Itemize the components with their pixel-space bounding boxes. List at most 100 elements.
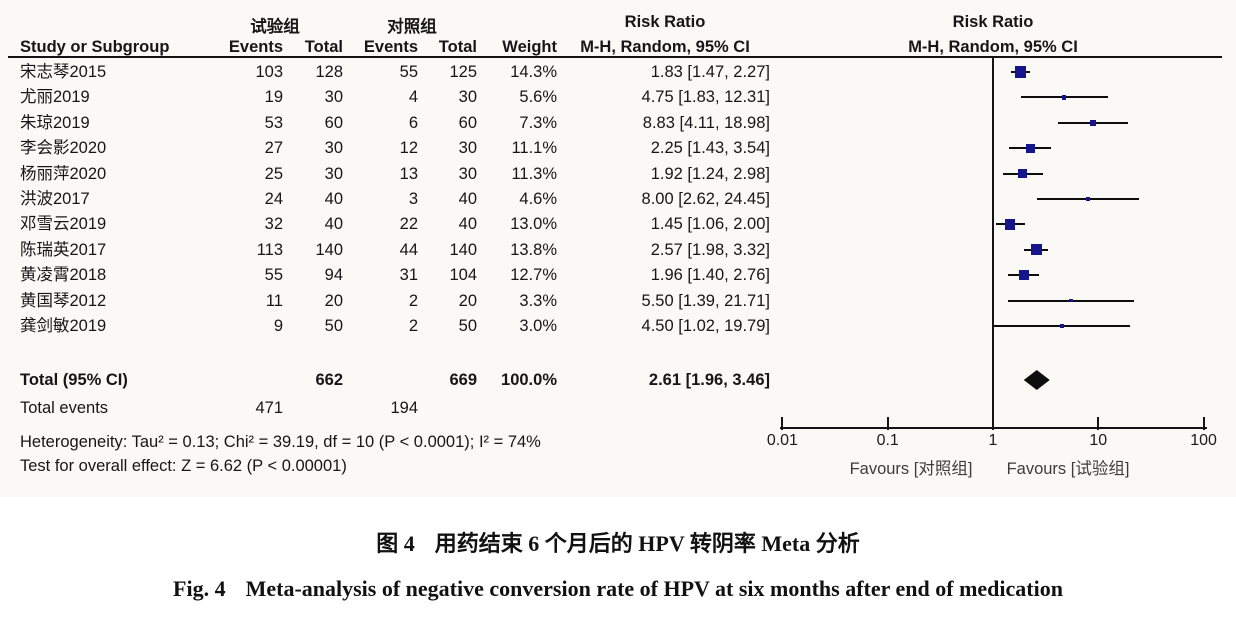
events-exp-value: 32 <box>264 215 283 234</box>
total-ctl-value: 140 <box>449 240 477 259</box>
favours-control-label: Favours [对照组] <box>849 460 973 478</box>
study-name: 邓雪云2019 <box>20 215 107 234</box>
total-exp-value: 128 <box>315 63 343 81</box>
effect-marker <box>1030 244 1042 256</box>
total-label: Total (95% CI) <box>20 371 128 389</box>
total-exp-value: 50 <box>324 317 343 335</box>
total-ctl-value: 40 <box>458 190 477 208</box>
study-name: 宋志琴2015 <box>20 63 107 81</box>
total-ci-value: 2.61 [1.96, 3.46] <box>648 371 770 389</box>
axis-tick <box>1202 417 1205 430</box>
total-exp-value: 20 <box>324 291 343 310</box>
study-row: 黄凌霄2018 55 94 31 104 12.7% 1.96 [1.40, 2.76] <box>0 263 790 287</box>
axis-tick-label: 1 <box>988 432 998 449</box>
heterogeneity-note: Heterogeneity: Tau² = 0.13; Chi² = 39.19… <box>20 433 541 451</box>
axis-ticks-container: 0.01 0.1 1 10 100 <box>766 417 1217 449</box>
effect-marker <box>1060 324 1064 328</box>
effect-marker <box>1018 169 1028 179</box>
figure-caption-chinese: 图 4 用药结束 6 个月后的 HPV 转阴率 Meta 分析 <box>0 526 1236 558</box>
forest-plot-figure: 试验组 对照组 Risk Ratio Risk Ratio Study or S… <box>0 13 1222 478</box>
risk-ratio-header-left: Risk Ratio <box>624 13 706 31</box>
total-ctl-value: 60 <box>458 113 477 132</box>
events-exp-value: 25 <box>264 164 283 183</box>
total-row: Total (95% CI) 662 669 100.0% 2.61 [1.96… <box>0 368 790 392</box>
axis-tick-label: 0.1 <box>876 432 899 449</box>
study-row: 陈瑞英2017 113 140 44 140 13.8% 2.57 [1.98, 3.32] <box>0 238 790 262</box>
total-exp-value: 140 <box>315 240 343 259</box>
events-ctl-value: 22 <box>399 215 418 234</box>
axis-tick-label: 0.01 <box>766 432 798 449</box>
total-weight-value: 100.0% <box>501 371 557 389</box>
ci-text-value: 1.83 [1.47, 2.27] <box>650 63 770 81</box>
column-header-events-ctl: Events <box>363 38 418 56</box>
total-exp-value: 40 <box>324 215 343 234</box>
total-ctl-value: 125 <box>449 63 477 81</box>
column-header-mh-ci-right: M-H, Random, 95% CI <box>908 38 1078 56</box>
effect-marker <box>1069 298 1073 303</box>
ci-text-value: 2.25 [1.43, 3.54] <box>650 139 770 158</box>
weight-value: 3.3% <box>519 291 557 310</box>
events-ctl-value: 13 <box>399 164 418 183</box>
total-exp-value: 40 <box>324 190 343 208</box>
study-name: 李会影2020 <box>20 139 107 158</box>
total-exp-value: 662 <box>315 371 343 389</box>
ci-text-value: 2.57 [1.98, 3.32] <box>650 240 770 259</box>
risk-ratio-header-right: Risk Ratio <box>952 13 1034 31</box>
axis-tick <box>781 417 784 430</box>
axis-tick <box>992 417 994 430</box>
total-exp-value: 30 <box>324 164 343 183</box>
events-ctl-value: 3 <box>408 190 418 208</box>
ci-text-value: 1.96 [1.40, 2.76] <box>650 266 770 285</box>
study-name: 杨丽萍2020 <box>20 164 107 183</box>
total-events-label: Total events <box>20 399 109 417</box>
figure-title-en: Meta-analysis of negative conversion rat… <box>245 576 1063 601</box>
total-exp-value: 30 <box>324 139 343 158</box>
weight-value: 4.6% <box>519 190 557 208</box>
effect-marker <box>1018 270 1029 281</box>
overall-effect-diamond <box>1023 370 1050 390</box>
weight-value: 11.3% <box>511 164 557 183</box>
axis-tick <box>886 417 889 430</box>
events-ctl-value: 44 <box>399 240 418 259</box>
study-row: 龚剑敏2019 9 50 2 50 3.0% 4.50 [1.02, 19.79] <box>0 314 790 338</box>
total-ctl-value: 669 <box>449 371 477 389</box>
events-exp-value: 9 <box>273 317 283 335</box>
column-header-total-exp: Total <box>304 38 343 56</box>
events-ctl-value: 6 <box>408 113 418 132</box>
events-exp-value: 19 <box>264 88 283 107</box>
study-name: 龚剑敏2019 <box>20 317 107 335</box>
column-header-mh-ci-left: M-H, Random, 95% CI <box>580 38 750 56</box>
total-events-row: Total events 471 194 <box>0 396 790 420</box>
column-header-weight: Weight <box>502 38 557 56</box>
events-ctl-value: 55 <box>399 63 418 81</box>
overall-effect-note: Test for overall effect: Z = 6.62 (P < 0… <box>20 457 347 475</box>
events-exp-value: 53 <box>264 113 283 132</box>
total-exp-value: 30 <box>324 88 343 107</box>
weight-value: 13.8% <box>510 240 557 259</box>
axis-tick <box>1097 417 1100 430</box>
axis-tick-label: 10 <box>1089 432 1108 449</box>
ci-text-value: 8.83 [4.11, 18.98] <box>642 113 770 132</box>
study-name: 黄凌霄2018 <box>20 266 107 285</box>
weight-value: 3.0% <box>519 317 557 335</box>
ci-text-value: 1.92 [1.24, 2.98] <box>650 164 770 183</box>
ci-text-value: 8.00 [2.62, 24.45] <box>641 190 770 208</box>
study-name: 朱琼2019 <box>20 113 90 132</box>
column-header-total-ctl: Total <box>438 38 477 56</box>
events-exp-value: 27 <box>264 139 283 158</box>
study-row: 邓雪云2019 32 40 22 40 13.0% 1.45 [1.06, 2.00] <box>0 212 790 236</box>
study-row: 尤丽2019 19 30 4 30 5.6% 4.75 [1.83, 12.31] <box>0 85 790 109</box>
study-name: 黄国琴2012 <box>20 291 107 310</box>
ci-text-value: 5.50 [1.39, 21.71] <box>641 291 770 310</box>
events-ctl-value: 31 <box>399 266 418 285</box>
weight-value: 11.1% <box>511 139 557 158</box>
events-ctl-value: 2 <box>408 317 418 335</box>
weight-value: 5.6% <box>519 88 557 107</box>
null-effect-line <box>992 58 994 429</box>
experimental-group-header: 试验组 <box>250 18 300 36</box>
total-ctl-value: 30 <box>458 88 477 107</box>
events-ctl-value: 4 <box>408 88 418 107</box>
study-row: 宋志琴2015 103 128 55 125 14.3% 1.83 [1.47, 2.27] <box>0 60 790 84</box>
weight-value: 12.7% <box>510 266 557 285</box>
